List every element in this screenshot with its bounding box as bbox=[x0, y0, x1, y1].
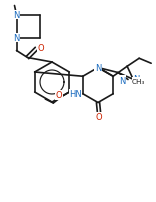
Text: CH₃: CH₃ bbox=[132, 78, 145, 84]
Text: N: N bbox=[13, 11, 20, 20]
Text: O: O bbox=[37, 44, 44, 53]
Text: O: O bbox=[56, 91, 62, 100]
Text: N: N bbox=[134, 74, 140, 83]
Text: N: N bbox=[95, 64, 101, 73]
Text: N: N bbox=[13, 34, 20, 43]
Text: O: O bbox=[96, 113, 102, 122]
Text: HN: HN bbox=[69, 90, 82, 99]
Text: N: N bbox=[119, 76, 126, 85]
